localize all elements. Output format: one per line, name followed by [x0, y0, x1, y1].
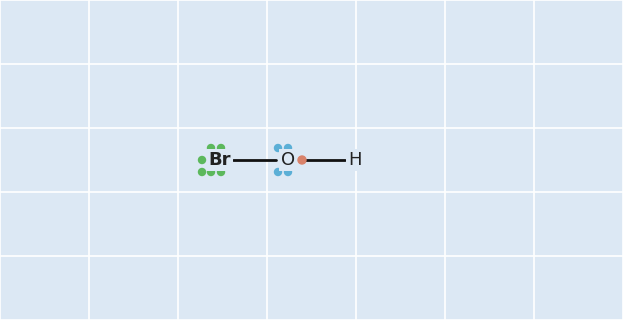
Circle shape [199, 156, 206, 164]
Circle shape [217, 169, 224, 175]
Circle shape [285, 145, 292, 151]
Circle shape [275, 169, 282, 175]
Circle shape [207, 145, 214, 151]
Text: H: H [348, 151, 362, 169]
Circle shape [298, 156, 306, 164]
Circle shape [199, 169, 206, 175]
Circle shape [217, 145, 224, 151]
Text: O: O [281, 151, 295, 169]
Circle shape [207, 169, 214, 175]
Circle shape [285, 169, 292, 175]
Circle shape [275, 145, 282, 151]
Text: Br: Br [209, 151, 231, 169]
